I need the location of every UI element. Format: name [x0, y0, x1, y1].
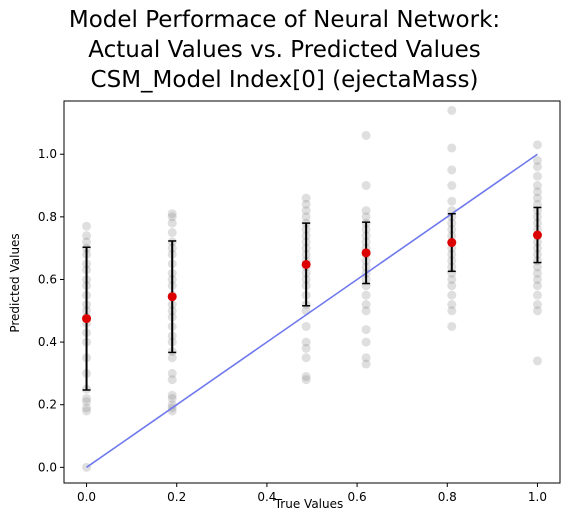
scatter-point: [447, 196, 457, 206]
scatter-point: [301, 353, 311, 363]
x-tick-label: 0.8: [438, 490, 457, 504]
reference-line-layer: [86, 153, 538, 469]
scatter-point: [301, 212, 311, 222]
scatter-point: [532, 199, 542, 209]
scatter-point: [167, 228, 177, 238]
scatter-point: [532, 155, 542, 165]
scatter-point: [361, 290, 371, 300]
mean-point: [82, 314, 92, 324]
scatter-point: [301, 206, 311, 216]
chart-title-line-3: CSM_Model Index[0] (ejectaMass): [90, 67, 479, 93]
scatter-point: [532, 162, 542, 172]
mean-point: [532, 230, 542, 240]
y-axis-ticks: 0.0 0.2 0.4 0.6 0.8 1.0: [38, 147, 64, 474]
scatter-point: [167, 218, 177, 228]
scatter-point: [301, 193, 311, 203]
scatter-point: [361, 306, 371, 316]
scatter-point: [82, 237, 92, 247]
chart-title-line-1: Model Performace of Neural Network:: [68, 7, 501, 33]
mean-layer: [82, 230, 542, 324]
scatter-point: [301, 343, 311, 353]
scatter-point: [447, 274, 457, 284]
plot-frame: [63, 100, 561, 484]
mean-point: [361, 248, 371, 258]
scatter-point: [361, 300, 371, 310]
scatter-point: [167, 209, 177, 219]
x-axis-ticks: 0.0 0.2 0.4 0.6 0.8 1.0: [77, 483, 547, 504]
scatter-point: [532, 262, 542, 272]
scatter-point: [361, 181, 371, 191]
scatter-point: [532, 181, 542, 191]
scatter-point: [532, 140, 542, 150]
scatter-point: [82, 403, 92, 413]
mean-point: [167, 292, 177, 302]
scatter-point: [532, 281, 542, 291]
mean-point: [447, 238, 457, 248]
reference-line: [86, 153, 538, 469]
scatter-point: [532, 274, 542, 284]
scatter-point: [82, 393, 92, 403]
y-tick-label: 0.0: [38, 460, 57, 474]
scatter-point: [532, 187, 542, 197]
x-axis-label: True Values: [274, 497, 344, 511]
scatter-point: [167, 368, 177, 378]
scatter-layer: [82, 105, 542, 472]
scatter-point: [447, 105, 457, 115]
y-axis-label: Predicted Values: [8, 233, 22, 332]
scatter-point: [447, 300, 457, 310]
scatter-point: [447, 306, 457, 316]
scatter-point: [361, 325, 371, 335]
scatter-point: [167, 393, 177, 403]
scatter-point: [361, 212, 371, 222]
scatter-point: [361, 130, 371, 140]
scatter-point: [532, 268, 542, 278]
scatter-point: [447, 143, 457, 153]
y-tick-label: 0.4: [38, 335, 57, 349]
y-tick-label: 0.2: [38, 398, 57, 412]
scatter-point: [301, 375, 311, 385]
x-tick-label: 1.0: [528, 490, 547, 504]
scatter-point: [82, 397, 92, 407]
scatter-point: [361, 206, 371, 216]
scatter-point: [532, 290, 542, 300]
scatter-point: [447, 321, 457, 331]
scatter-point: [361, 359, 371, 369]
x-tick-label: 0.0: [77, 490, 96, 504]
scatter-point: [361, 353, 371, 363]
scatter-point: [82, 406, 92, 416]
scatter-point: [447, 281, 457, 291]
scatter-point: [532, 193, 542, 203]
scatter-point: [532, 171, 542, 181]
scatter-point: [447, 290, 457, 300]
scatter-point: [532, 356, 542, 366]
scatter-point: [82, 231, 92, 241]
scatter-point: [447, 181, 457, 191]
y-tick-label: 0.6: [38, 272, 57, 286]
scatter-point: [167, 212, 177, 222]
scatter-point: [82, 221, 92, 231]
scatter-point: [447, 165, 457, 175]
scatter-point: [301, 372, 311, 382]
x-tick-label: 0.2: [167, 490, 186, 504]
errorbar-layer: [82, 206, 542, 391]
scatter-point: [167, 353, 177, 363]
y-tick-label: 1.0: [38, 147, 57, 161]
scatter-point: [361, 337, 371, 347]
scatter-point: [532, 300, 542, 310]
x-tick-label: 0.4: [257, 490, 276, 504]
scatter-point: [301, 199, 311, 209]
y-tick-label: 0.8: [38, 210, 57, 224]
x-tick-label: 0.6: [348, 490, 367, 504]
mean-point: [301, 259, 311, 269]
scatter-point: [167, 375, 177, 385]
scatter-point: [167, 390, 177, 400]
scatter-point: [301, 337, 311, 347]
scatter-point: [301, 321, 311, 331]
chart-title-line-2: Actual Values vs. Predicted Values: [88, 37, 481, 63]
scatter-point: [532, 306, 542, 316]
